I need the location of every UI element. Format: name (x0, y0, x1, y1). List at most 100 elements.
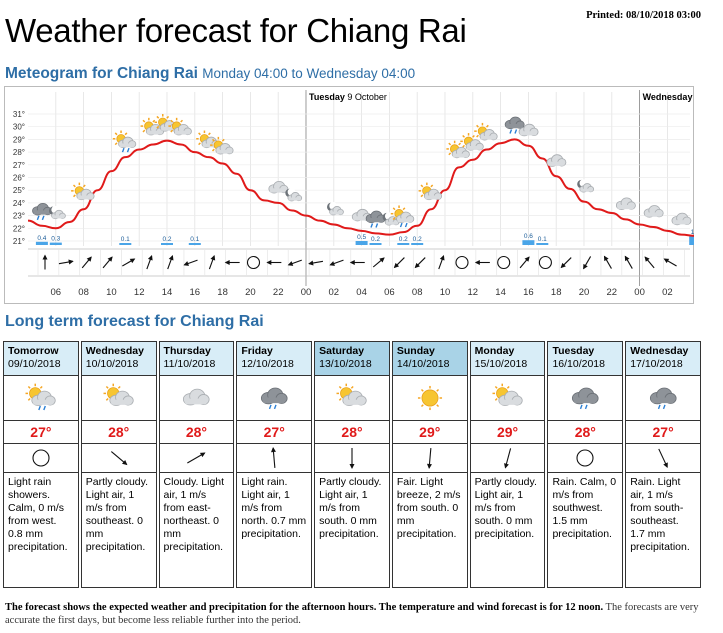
forecast-date: 14/10/2018 (396, 358, 450, 370)
cloud-icon (451, 146, 470, 159)
raindrops-icon (269, 404, 277, 410)
day-label-wednesday: Wednesday 10 O (643, 92, 694, 102)
forecast-day-header: Friday 12/10/2018 (237, 342, 312, 376)
weather-icon-sun-cloud (418, 182, 443, 201)
y-tick-label: 31° (13, 110, 25, 119)
wind-arrow-icon (624, 255, 633, 269)
cloud-icon (572, 387, 599, 405)
wind-arrow-icon (372, 257, 385, 268)
forecast-day-column: Sunday 14/10/2018 29° Fair. Light breeze, 2… (391, 341, 468, 588)
x-tick-label: 22 (607, 287, 618, 298)
precipitation-bar (397, 243, 410, 245)
wind-arrow-icon (42, 254, 48, 270)
wind-arrow-icon (187, 452, 206, 464)
sun-icon (417, 385, 442, 411)
x-tick-label: 00 (301, 287, 312, 298)
day-label-tuesday: Tuesday 9 October (309, 92, 387, 102)
cloud-icon (215, 143, 234, 155)
forecast-temperature: 28° (548, 421, 623, 444)
cloud-icon (615, 197, 636, 210)
forecast-weather-icon-cell (81, 376, 156, 421)
cloud-icon (76, 188, 95, 201)
x-tick-label: 06 (51, 287, 62, 298)
forecast-day-name: Tomorrow (8, 345, 59, 357)
forecast-day-header: Monday 15/10/2018 (470, 342, 545, 376)
forecast-temperature: 28° (315, 421, 389, 444)
meteogram-title: Meteogram for Chiang Rai (5, 65, 198, 82)
forecast-date: 10/10/2018 (85, 358, 139, 370)
raindrops-icon (36, 215, 45, 221)
precipitation-bar (355, 241, 368, 245)
wind-arrow-icon (58, 259, 74, 265)
wind-cell (183, 259, 198, 266)
forecast-description: Partly cloudy. Light air, 1 m/s from sou… (85, 476, 149, 553)
weather-icon-sun-cloud (71, 182, 95, 201)
wind-cell (246, 255, 261, 270)
sun-icon (474, 122, 491, 140)
wind-arrow-icon (644, 256, 655, 269)
forecast-day-header: Wednesday 10/10/2018 (81, 342, 156, 376)
precipitation-bar (188, 243, 201, 245)
precipitation-bar (49, 242, 62, 245)
wind-cell (308, 260, 324, 266)
cloud-icon (159, 120, 178, 132)
x-tick-label: 14 (162, 287, 173, 298)
wind-cell (122, 258, 136, 267)
forecast-temperature: 29° (392, 421, 467, 444)
x-tick-label: 10 (440, 287, 451, 298)
wind-cell (349, 260, 365, 265)
cloud-icon (546, 154, 567, 167)
forecast-day-name: Sunday (396, 345, 435, 357)
cloud-icon (518, 123, 539, 137)
forecast-day-column: Saturday 13/10/2018 28° Partly cloudy. Ligh… (314, 341, 390, 588)
cloud-icon (396, 211, 415, 224)
forecast-wind-cell (237, 444, 312, 473)
forecast-day-column: Monday 15/10/2018 29° Partly cloudy. Light … (469, 341, 546, 588)
cloud-icon (643, 205, 664, 218)
cloud-icon (183, 388, 210, 406)
forecast-weather-icon-cell (392, 376, 467, 421)
calm-wind-icon (246, 255, 261, 270)
weather-icon-sun-cloud-rain (390, 205, 415, 228)
wind-arrow-icon (110, 451, 128, 466)
forecast-day-name: Wednesday (630, 345, 689, 357)
wind-cell (624, 255, 633, 269)
temperature-line (27, 138, 694, 237)
forecast-date: 13/10/2018 (319, 358, 372, 370)
weather-icon-cloud (643, 205, 664, 218)
forecast-weather-icon-cell (548, 376, 623, 421)
precipitation-bar (411, 243, 424, 245)
calm-wind-icon (455, 255, 469, 270)
cloud-icon (118, 136, 137, 149)
cloud-icon (31, 390, 56, 406)
calm-wind-icon (32, 449, 50, 467)
y-tick-label: 22° (13, 224, 25, 233)
forecast-wind-cell (315, 444, 389, 473)
x-tick-label: 02 (329, 287, 340, 298)
cloud-icon (109, 390, 134, 406)
calm-wind-icon (576, 449, 594, 467)
calm-wind-icon (32, 449, 50, 467)
wind-cell (42, 254, 48, 270)
forecast-day-header: Tuesday 16/10/2018 (548, 342, 623, 376)
forecast-day-header: Tomorrow 09/10/2018 (4, 342, 78, 376)
sun-cloud-icon (492, 383, 523, 406)
wind-arrow-icon (393, 257, 405, 269)
forecast-date: 11/10/2018 (163, 358, 216, 370)
forecast-day-column: Wednesday 10/10/2018 28° Partly cloudy. Lig… (80, 341, 157, 588)
wind-cell (146, 254, 153, 270)
forecast-date: 15/10/2018 (474, 358, 528, 370)
x-tick-label: 20 (579, 287, 590, 298)
raindrops-icon (657, 404, 666, 410)
x-tick-label: 14 (495, 287, 506, 298)
y-tick-label: 27° (13, 161, 25, 170)
wind-cell (393, 257, 405, 269)
forecast-day-column: Friday 12/10/2018 27° Light rain. Light air… (236, 341, 313, 588)
x-tick-label: 18 (551, 287, 562, 298)
precipitation-label: 0.6 (524, 233, 533, 240)
weather-icon-sun-cloud (474, 122, 498, 141)
forecast-wind-cell (81, 444, 156, 473)
forecast-description: Rain. Calm, 0 m/s from southwest. 1.5 mm… (552, 476, 617, 540)
forecast-description: Light rain showers. Calm, 0 m/s from wes… (8, 476, 68, 553)
printed-timestamp: Printed: 08/10/2018 03:00 (586, 10, 701, 21)
